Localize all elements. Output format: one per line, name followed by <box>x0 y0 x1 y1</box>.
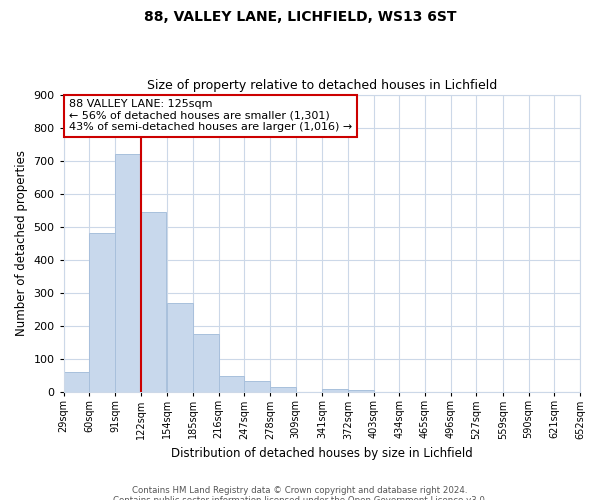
Bar <box>348 390 374 392</box>
Text: 88 VALLEY LANE: 125sqm
← 56% of detached houses are smaller (1,301)
43% of semi-: 88 VALLEY LANE: 125sqm ← 56% of detached… <box>69 99 352 132</box>
Y-axis label: Number of detached properties: Number of detached properties <box>15 150 28 336</box>
Text: Contains public sector information licensed under the Open Government Licence v3: Contains public sector information licen… <box>113 496 487 500</box>
Title: Size of property relative to detached houses in Lichfield: Size of property relative to detached ho… <box>147 79 497 92</box>
Bar <box>141 212 166 392</box>
Bar <box>244 380 270 392</box>
Bar <box>64 372 89 392</box>
Text: 88, VALLEY LANE, LICHFIELD, WS13 6ST: 88, VALLEY LANE, LICHFIELD, WS13 6ST <box>144 10 456 24</box>
Bar <box>322 389 348 392</box>
Bar <box>270 388 296 392</box>
Text: Contains HM Land Registry data © Crown copyright and database right 2024.: Contains HM Land Registry data © Crown c… <box>132 486 468 495</box>
Bar <box>89 234 115 392</box>
Bar <box>167 303 193 392</box>
X-axis label: Distribution of detached houses by size in Lichfield: Distribution of detached houses by size … <box>171 447 473 460</box>
Bar <box>115 154 141 392</box>
Bar <box>218 376 244 392</box>
Bar <box>193 334 218 392</box>
